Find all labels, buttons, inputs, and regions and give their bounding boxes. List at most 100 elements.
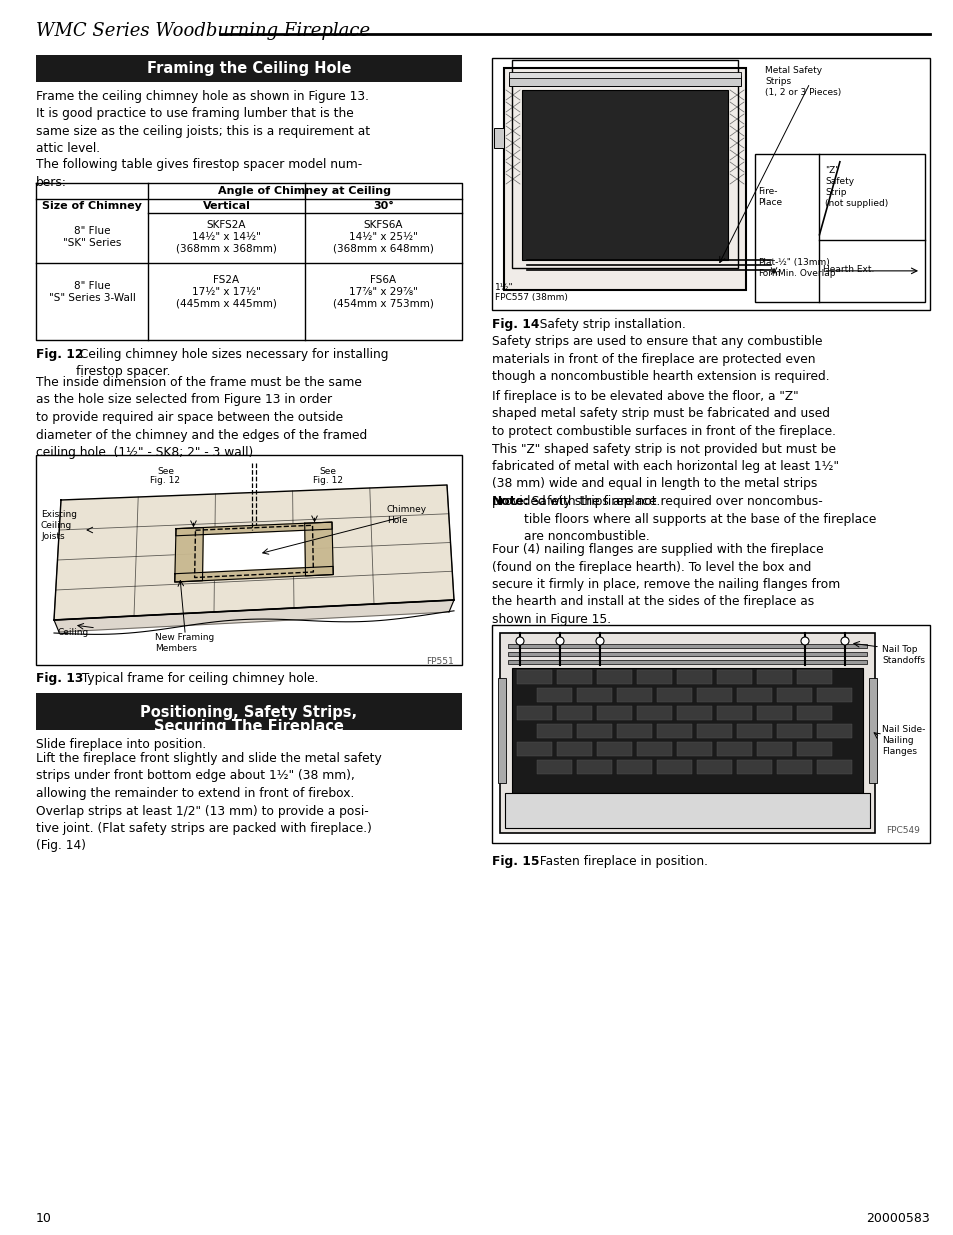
Bar [776, 724, 811, 739]
Bar [737, 760, 771, 774]
Text: Chimney
Hole: Chimney Hole [387, 505, 427, 525]
Bar [507, 643, 866, 648]
Text: "Z"
Safety
Strip
(not supplied): "Z" Safety Strip (not supplied) [824, 165, 888, 207]
Text: Hearth Ext.: Hearth Ext. [822, 266, 874, 274]
Polygon shape [174, 567, 333, 582]
Text: FS6A
17⅞" x 29⅞"
(454mm x 753mm): FS6A 17⅞" x 29⅞" (454mm x 753mm) [333, 275, 434, 309]
Text: Nail Top
Standoffs: Nail Top Standoffs [882, 645, 924, 666]
Bar [517, 671, 552, 684]
Bar [537, 760, 572, 774]
Polygon shape [175, 522, 332, 536]
Text: WMC Series Woodburning Fireplace: WMC Series Woodburning Fireplace [36, 22, 370, 40]
Bar [597, 742, 631, 756]
Bar [492, 625, 929, 844]
Text: The following table gives firestop spacer model num-
bers:: The following table gives firestop space… [36, 158, 362, 189]
Bar [497, 678, 505, 783]
Bar [637, 742, 671, 756]
Text: 10: 10 [36, 1212, 51, 1225]
Bar [796, 706, 831, 720]
Text: Note:: Note: [492, 495, 529, 508]
Text: Safety strip installation.: Safety strip installation. [532, 317, 685, 331]
Bar [517, 706, 552, 720]
Circle shape [841, 637, 848, 645]
Bar [816, 760, 851, 774]
Bar [499, 634, 874, 832]
Bar [617, 688, 651, 701]
Polygon shape [54, 485, 454, 620]
Bar [677, 742, 711, 756]
Bar [717, 706, 751, 720]
Bar [577, 724, 612, 739]
Text: Fasten fireplace in position.: Fasten fireplace in position. [532, 855, 707, 868]
Text: Vertical: Vertical [202, 201, 251, 211]
Bar [557, 706, 592, 720]
Text: Nail Side-
Nailing
Flanges: Nail Side- Nailing Flanges [882, 725, 924, 756]
Bar [657, 688, 691, 701]
Text: Framing the Ceiling Hole: Framing the Ceiling Hole [147, 61, 351, 77]
Bar [36, 454, 461, 664]
Bar [577, 760, 612, 774]
Bar [754, 154, 924, 303]
Text: If fireplace is to be elevated above the floor, a "Z"
shaped metal safety strip : If fireplace is to be elevated above the… [492, 390, 838, 508]
Bar [757, 706, 791, 720]
Bar [577, 688, 612, 701]
Bar [697, 760, 731, 774]
Bar [507, 659, 866, 664]
Bar [816, 724, 851, 739]
Text: 20000583: 20000583 [865, 1212, 929, 1225]
Text: Plat-
Form: Plat- Form [757, 258, 780, 278]
Text: Four (4) nailing flanges are supplied with the fireplace
(found on the fireplace: Four (4) nailing flanges are supplied wi… [492, 543, 840, 626]
Bar [757, 742, 791, 756]
Text: ½" (13mm)
Min. Overlap: ½" (13mm) Min. Overlap [778, 258, 835, 278]
Bar [509, 72, 740, 78]
Bar [557, 671, 592, 684]
Bar [521, 90, 727, 261]
Text: FS2A
17½" x 17½"
(445mm x 445mm): FS2A 17½" x 17½" (445mm x 445mm) [176, 275, 276, 309]
Bar [796, 671, 831, 684]
Text: FPC549: FPC549 [885, 826, 919, 835]
Bar [637, 671, 671, 684]
Bar [816, 688, 851, 701]
Circle shape [801, 637, 808, 645]
Bar [757, 671, 791, 684]
Polygon shape [174, 527, 203, 582]
Text: 8" Flue
"S" Series 3-Wall: 8" Flue "S" Series 3-Wall [49, 282, 135, 303]
Bar [697, 724, 731, 739]
Bar [717, 742, 751, 756]
Bar [537, 688, 572, 701]
Text: Size of Chimney: Size of Chimney [42, 201, 142, 211]
Text: Fire-
Place: Fire- Place [757, 186, 781, 206]
Bar [36, 693, 461, 730]
Bar [657, 760, 691, 774]
Text: Existing
Ceiling
Joists: Existing Ceiling Joists [41, 510, 77, 541]
Bar [503, 68, 745, 290]
Text: Fig. 13: Fig. 13 [36, 672, 83, 685]
Text: The inside dimension of the frame must be the same
as the hole size selected fro: The inside dimension of the frame must b… [36, 375, 367, 459]
Text: SKFS6A
14½" x 25½"
(368mm x 648mm): SKFS6A 14½" x 25½" (368mm x 648mm) [333, 220, 434, 253]
Text: Lift the fireplace front slightly and slide the metal safety
strips under front : Lift the fireplace front slightly and sl… [36, 752, 381, 852]
Text: Positioning, Safety Strips,: Positioning, Safety Strips, [140, 705, 357, 720]
Bar [492, 58, 929, 310]
Text: See: See [157, 467, 173, 475]
Bar [617, 724, 651, 739]
Text: Fig. 14: Fig. 14 [492, 317, 538, 331]
Bar [36, 56, 461, 82]
Circle shape [596, 637, 603, 645]
Polygon shape [194, 525, 313, 578]
Text: Ceiling chimney hole sizes necessary for installing
firestop spacer.: Ceiling chimney hole sizes necessary for… [76, 348, 388, 378]
Bar [677, 706, 711, 720]
Bar [597, 706, 631, 720]
Text: Frame the ceiling chimney hole as shown in Figure 13.
It is good practice to use: Frame the ceiling chimney hole as shown … [36, 90, 370, 156]
Bar [776, 688, 811, 701]
Text: Fig. 12: Fig. 12 [313, 475, 342, 485]
Bar [776, 760, 811, 774]
Polygon shape [304, 522, 333, 576]
Text: Slide fireplace into position.: Slide fireplace into position. [36, 739, 206, 751]
Bar [677, 671, 711, 684]
Bar [517, 742, 552, 756]
Bar [504, 793, 869, 827]
Bar [637, 706, 671, 720]
Bar [494, 128, 503, 148]
Bar [796, 742, 831, 756]
Bar [537, 724, 572, 739]
